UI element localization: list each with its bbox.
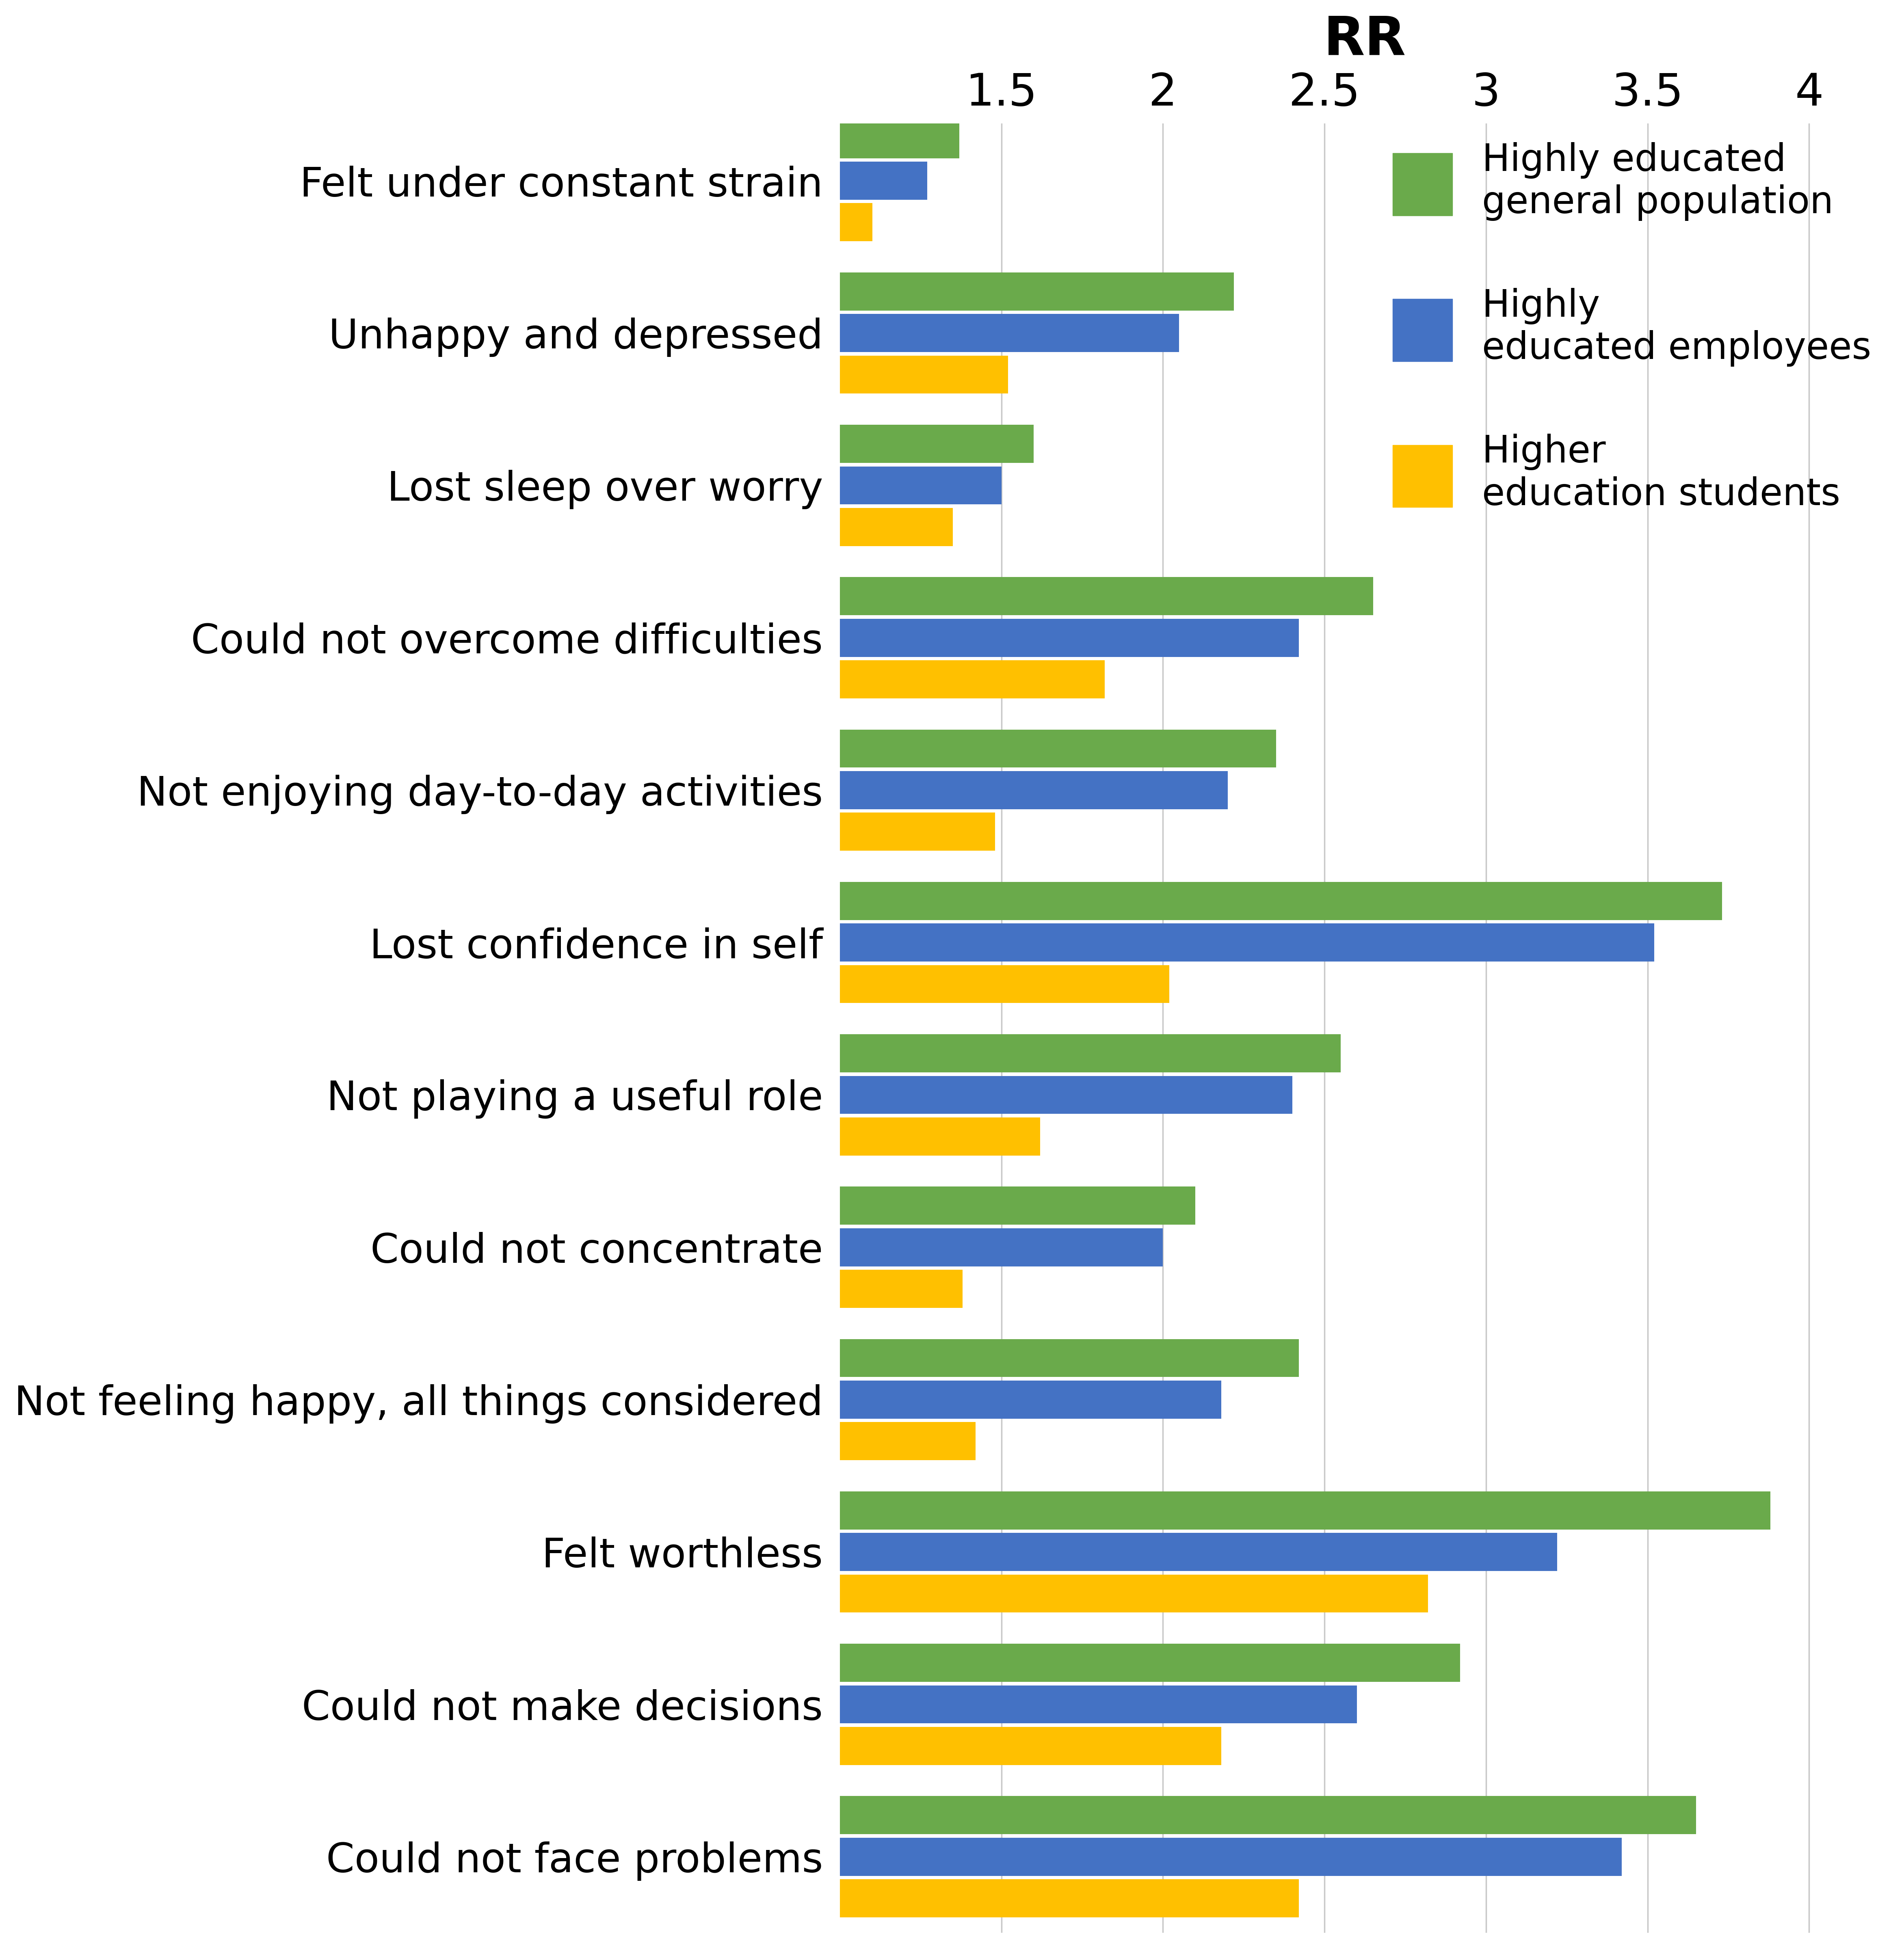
Bar	[840, 619, 1299, 656]
Bar	[840, 121, 960, 158]
Bar	[840, 1034, 1340, 1073]
Bar	[840, 1879, 1299, 1918]
Bar	[840, 202, 872, 241]
Bar	[840, 1727, 1220, 1764]
Bar	[840, 882, 1721, 921]
Bar	[840, 1532, 1557, 1571]
Bar	[840, 1269, 963, 1308]
Bar	[840, 1643, 1460, 1682]
Bar	[840, 356, 1007, 393]
Bar	[840, 1797, 1696, 1834]
Bar	[840, 923, 1655, 962]
Bar	[840, 1118, 1040, 1155]
Bar	[840, 162, 927, 201]
Bar	[840, 1340, 1299, 1377]
Bar	[840, 424, 1034, 463]
Bar	[840, 812, 996, 851]
Bar	[840, 1077, 1293, 1114]
Bar	[840, 467, 1002, 504]
Bar	[840, 1686, 1358, 1723]
Bar	[840, 1186, 1196, 1225]
Bar	[840, 660, 1104, 699]
Legend: Highly educated
general population, Highly
educated employees, Higher
education : Highly educated general population, High…	[1392, 142, 1872, 512]
Bar	[840, 273, 1234, 310]
Bar	[840, 1838, 1622, 1875]
Bar	[840, 966, 1169, 1003]
Bar	[840, 730, 1276, 767]
Bar	[840, 1491, 1771, 1530]
Bar	[840, 1229, 1163, 1266]
Bar	[840, 508, 954, 545]
Bar	[840, 576, 1373, 615]
Bar	[840, 1575, 1428, 1612]
Bar	[840, 771, 1228, 810]
Bar	[840, 1380, 1220, 1419]
Bar	[840, 1421, 975, 1460]
X-axis label: RR: RR	[1323, 14, 1407, 66]
Bar	[840, 313, 1179, 352]
